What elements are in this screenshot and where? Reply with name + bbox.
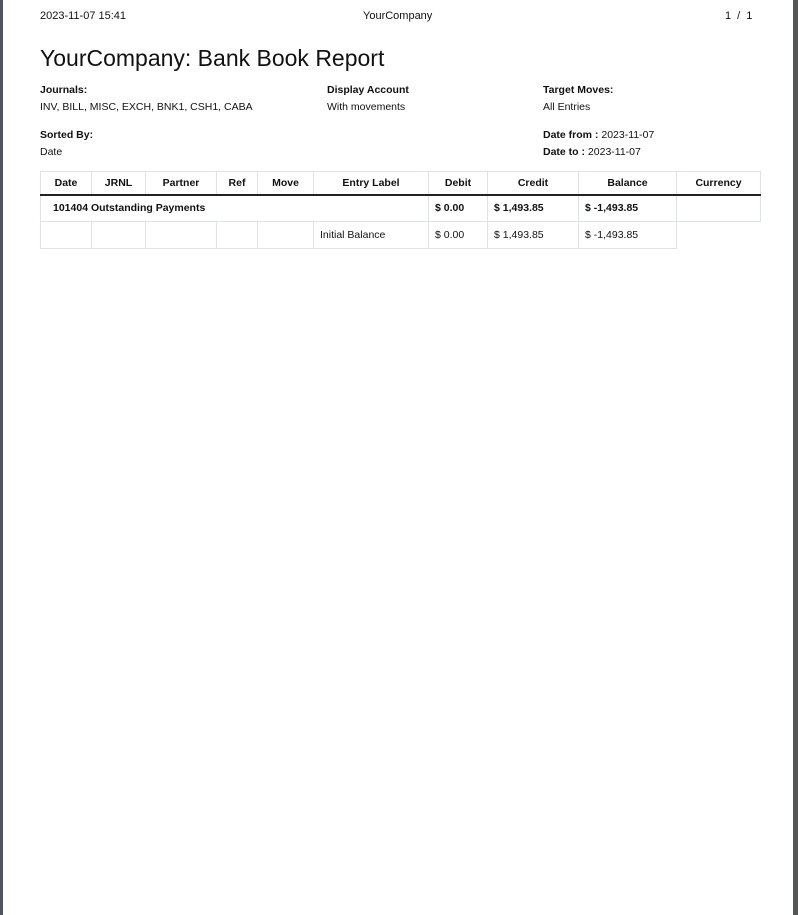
company-name: YourCompany bbox=[363, 10, 433, 22]
line-partner bbox=[145, 221, 217, 249]
line-ref bbox=[216, 221, 258, 249]
account-credit: $ 1,493.85 bbox=[487, 194, 579, 222]
col-currency: Currency bbox=[676, 171, 761, 196]
line-currency-empty bbox=[677, 222, 761, 249]
table-row: Initial Balance $ 0.00 $ 1,493.85 $ -1,4… bbox=[40, 221, 761, 249]
date-to: Date to : 2023-11-07 bbox=[543, 146, 641, 158]
date-to-value: 2023-11-07 bbox=[587, 146, 641, 158]
col-move: Move bbox=[257, 171, 314, 196]
account-row: 101404 Outstanding Payments $ 0.00 $ 1,4… bbox=[40, 194, 761, 222]
journals-label: Journals: bbox=[40, 84, 88, 96]
line-label: Initial Balance bbox=[313, 221, 429, 249]
line-credit: $ 1,493.85 bbox=[487, 221, 579, 249]
col-debit: Debit bbox=[428, 171, 488, 196]
col-credit: Credit bbox=[487, 171, 579, 196]
date-to-label: Date to : bbox=[543, 146, 585, 158]
target-moves-value: All Entries bbox=[543, 101, 591, 113]
print-datetime: 2023-11-07 15:41 bbox=[40, 10, 127, 22]
sorted-by-label: Sorted By: bbox=[40, 129, 94, 141]
table-header: Date JRNL Partner Ref Move Entry Label D… bbox=[40, 171, 761, 196]
journals-value: INV, BILL, MISC, EXCH, BNK1, CSH1, CABA bbox=[40, 101, 253, 113]
display-account-value: With movements bbox=[327, 101, 406, 113]
bank-book-table: Date JRNL Partner Ref Move Entry Label D… bbox=[40, 171, 761, 249]
report-page: 2023-11-07 15:41 YourCompany 1 / 1 YourC… bbox=[3, 0, 793, 915]
display-account-label: Display Account bbox=[327, 84, 409, 96]
date-from: Date from : 2023-11-07 bbox=[543, 129, 654, 141]
date-from-value: 2023-11-07 bbox=[601, 129, 655, 141]
col-date: Date bbox=[40, 171, 92, 196]
account-balance: $ -1,493.85 bbox=[578, 194, 677, 222]
col-ref: Ref bbox=[216, 171, 258, 196]
col-partner: Partner bbox=[145, 171, 217, 196]
date-from-label: Date from : bbox=[543, 129, 599, 141]
line-debit: $ 0.00 bbox=[428, 221, 488, 249]
col-entry-label: Entry Label bbox=[313, 171, 429, 196]
col-jrnl: JRNL bbox=[91, 171, 146, 196]
col-balance: Balance bbox=[578, 171, 677, 196]
account-name: 101404 Outstanding Payments bbox=[40, 194, 429, 222]
report-title: YourCompany: Bank Book Report bbox=[40, 45, 385, 71]
account-debit: $ 0.00 bbox=[428, 194, 488, 222]
line-date bbox=[40, 221, 92, 249]
line-jrnl bbox=[91, 221, 146, 249]
account-currency bbox=[676, 194, 761, 222]
target-moves-label: Target Moves: bbox=[543, 84, 614, 96]
page-number: 1 / 1 bbox=[725, 10, 753, 22]
line-move bbox=[257, 221, 314, 249]
line-balance: $ -1,493.85 bbox=[578, 221, 677, 249]
sorted-by-value: Date bbox=[40, 146, 63, 158]
